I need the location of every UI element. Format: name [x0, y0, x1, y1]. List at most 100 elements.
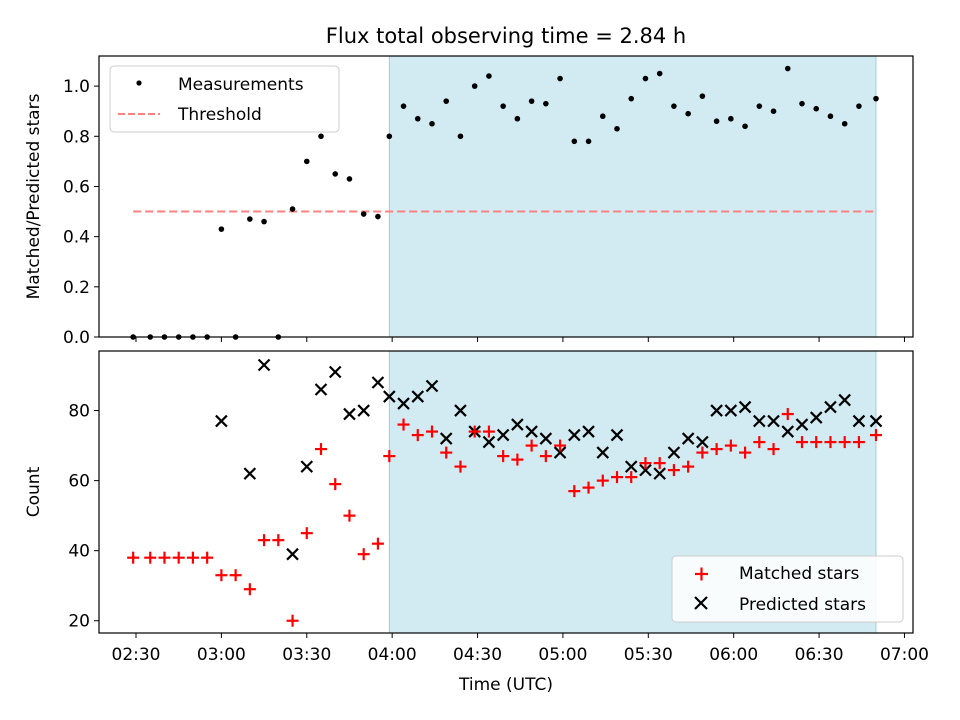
predicted-star-point — [767, 414, 780, 428]
count-legend-box — [671, 555, 904, 623]
predicted-star-point — [753, 414, 766, 428]
measurement-point — [770, 108, 777, 114]
measurement-point — [614, 125, 620, 132]
y-tick-label: 0.0 — [63, 328, 90, 348]
x-tick-label: 05:00 — [538, 645, 587, 665]
matched-star-point — [838, 436, 851, 449]
predicted-star-point — [454, 404, 467, 417]
predicted-star-point — [243, 467, 257, 480]
measurement-point — [841, 120, 848, 127]
predicted-star-point — [824, 400, 837, 414]
predicted-star-point — [596, 446, 610, 459]
measurement-point — [289, 206, 296, 212]
measurement-point — [360, 211, 367, 217]
count-y-axis-label: Count — [24, 466, 44, 517]
matched-star-point — [300, 527, 313, 540]
ratio-panel: 0.0 0.2 0.4 0.6 0.8 1.0 Matched/Predicted sta… — [24, 55, 914, 348]
matched-star-point — [286, 614, 299, 627]
predicted-star-point — [568, 428, 581, 442]
predicted-star-point — [696, 435, 709, 449]
predicted-star-point — [553, 446, 567, 459]
matched-star-point — [172, 551, 185, 564]
legend-matched-marker — [695, 567, 708, 581]
matched-star-point — [315, 443, 327, 456]
matched-star-point — [440, 446, 453, 459]
matched-star-point — [343, 509, 356, 522]
measurement-point — [742, 123, 748, 130]
matched-star-point — [739, 446, 752, 459]
legend-predicted-marker — [694, 596, 708, 610]
predicted-star-point — [525, 425, 538, 438]
matched-star-point — [696, 446, 709, 459]
predicted-star-point — [328, 365, 342, 379]
matched-star-point — [525, 439, 538, 452]
predicted-star-point — [610, 428, 624, 442]
measurement-point — [799, 100, 805, 107]
matched-star-point — [582, 481, 595, 494]
ratio-legend: Measurements Threshold — [109, 65, 340, 133]
x-axis-label: Time (UTC) — [458, 675, 553, 695]
matched-star-point — [682, 460, 695, 473]
legend-measurement-marker — [136, 80, 142, 86]
observing-window-shade — [388, 55, 877, 338]
y-tick-label: 80 — [68, 402, 90, 422]
matched-star-point — [397, 418, 410, 431]
matched-star-point — [215, 569, 228, 582]
predicted-star-point — [397, 397, 410, 410]
x-tick-label: 02:30 — [112, 645, 161, 665]
ratio-panel-frame — [98, 55, 914, 338]
matched-star-point — [539, 450, 552, 463]
predicted-star-point — [781, 425, 795, 438]
predicted-star-point — [257, 358, 271, 372]
measurement-point — [671, 103, 677, 109]
predicted-star-point — [357, 404, 370, 417]
matched-star-point — [258, 534, 271, 547]
matched-star-point — [667, 464, 680, 477]
matched-star-point — [454, 460, 467, 473]
predicted-star-point — [582, 425, 595, 438]
matched-star-point — [796, 436, 808, 449]
predicted-star-point — [738, 400, 752, 414]
measurement-point — [685, 110, 691, 117]
predicted-star-point — [343, 407, 356, 421]
predicted-star-point — [539, 432, 553, 445]
measurement-point — [346, 176, 353, 182]
measurement-point — [500, 103, 506, 109]
measurement-point — [386, 133, 393, 140]
x-tick-label: 03:30 — [282, 645, 331, 665]
matched-star-point — [639, 457, 652, 470]
predicted-star-point — [371, 376, 385, 389]
matched-star-point — [127, 551, 140, 564]
matched-star-point — [596, 474, 609, 487]
measurement-point — [873, 95, 879, 102]
measurement-point — [728, 115, 734, 122]
y-tick-label: 0.4 — [63, 228, 90, 248]
y-tick-label: 20 — [68, 612, 90, 632]
predicted-star-point — [838, 393, 851, 407]
measurement-point — [261, 218, 267, 225]
predicted-star-point — [639, 463, 652, 477]
matched-star-point — [511, 453, 524, 466]
matched-star-point — [243, 583, 256, 596]
predicted-star-point — [439, 432, 453, 445]
matched-star-point — [810, 436, 823, 449]
predicted-star-point — [809, 411, 823, 424]
count-panel: 20 40 60 80 02:30 03:00 03:30 04:00 04:30 05:00 05… — [24, 350, 929, 695]
matched-star-point — [625, 471, 638, 484]
measurement-point — [756, 103, 763, 109]
predicted-star-point — [710, 404, 723, 417]
matched-star-point — [371, 537, 384, 550]
matched-star-point — [781, 408, 794, 421]
matched-star-point — [229, 569, 242, 582]
matched-star-point — [611, 471, 623, 484]
ratio-legend-box — [109, 65, 340, 133]
ratio-y-axis-label: Matched/Predicted stars — [24, 93, 44, 299]
x-tick-label: 04:00 — [368, 645, 417, 665]
legend-matched-label: Matched stars — [739, 564, 859, 584]
measurement-point — [642, 75, 649, 82]
measurement-point — [784, 65, 791, 72]
measurement-point — [628, 95, 635, 102]
predicted-star-point — [795, 418, 809, 431]
matched-star-point — [201, 551, 214, 564]
predicted-star-point — [724, 404, 738, 417]
